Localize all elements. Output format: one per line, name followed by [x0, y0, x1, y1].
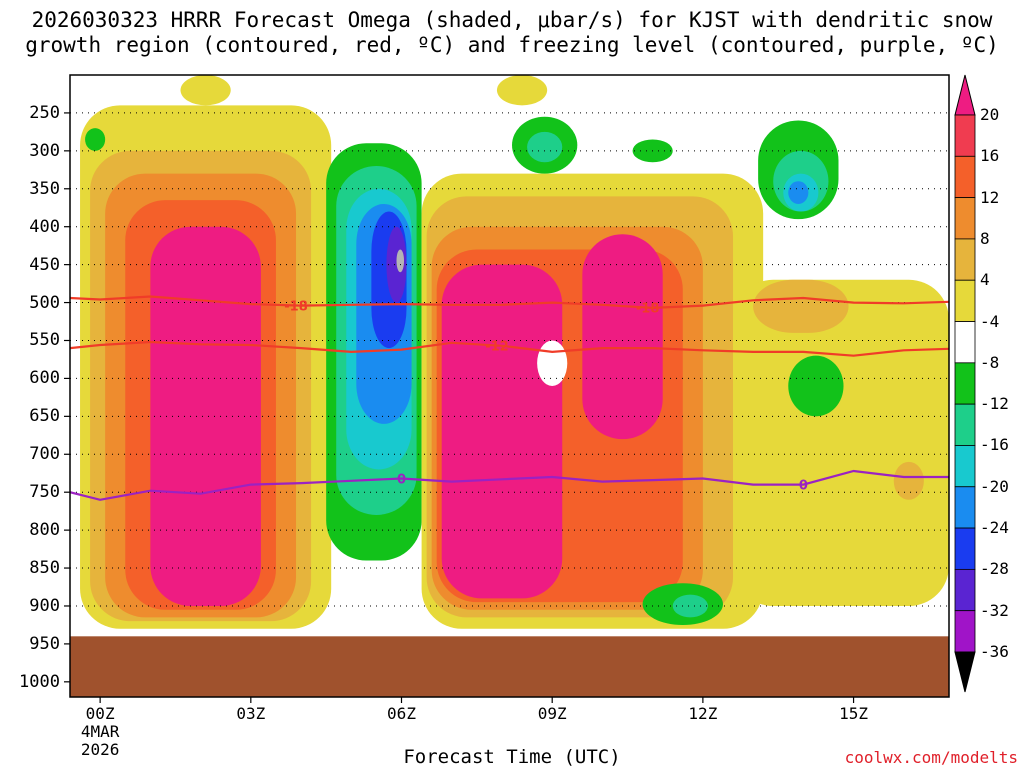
ytick-label-400: 400	[29, 216, 60, 237]
contour-label-2-1: 0	[799, 479, 808, 494]
omega-cell-33	[180, 75, 231, 106]
colorbar-swatch-3	[954, 238, 976, 281]
colorbar-swatch-4	[954, 279, 976, 322]
ytick-label-650: 650	[29, 406, 60, 427]
chart-title-line-1: 2026030323 HRRR Forecast Omega (shaded, …	[31, 8, 993, 32]
omega-cell-11	[386, 226, 407, 303]
ytick-label-950: 950	[29, 633, 60, 654]
ytick-label-750: 750	[29, 482, 60, 503]
plot-frame	[69, 74, 950, 698]
ytick-label-550: 550	[29, 330, 60, 351]
omega-cell-21	[527, 131, 563, 163]
xtick-label-15Z: 15Z	[839, 704, 869, 723]
colorbar-label--16: -16	[980, 435, 1009, 455]
contour-label-0-1: -18	[636, 302, 660, 317]
ytick-label-1000: 1000	[19, 671, 60, 692]
colorbar-swatch-0	[954, 114, 976, 157]
colorbar-swatch-5	[954, 321, 976, 364]
colorbar-label--24: -24	[980, 518, 1009, 538]
ytick-label-850: 850	[29, 558, 60, 579]
colorbar-swatch-1	[954, 155, 976, 199]
colorbar-label-16: 16	[980, 146, 1000, 166]
site-credit: coolwx.com/modelts	[844, 748, 1018, 767]
colorbar-swatch-8	[954, 445, 976, 488]
contour-line-2	[70, 469, 949, 501]
colorbar-bottom-arrow	[954, 651, 976, 693]
ytick-label-500: 500	[29, 292, 60, 313]
xtick-label-03Z: 03Z	[236, 704, 266, 723]
chart-title-line-2: growth region (contoured, red, ºC) and f…	[25, 33, 999, 57]
omega-cell-32	[672, 594, 708, 618]
colorbar-label-8: 8	[980, 228, 990, 248]
contour-label-2-0: 0	[397, 473, 406, 488]
colorbar-swatch-12	[954, 610, 976, 653]
xtick-label-00Z: 00Z	[85, 704, 115, 723]
ytick-label-700: 700	[29, 444, 60, 465]
xtick-label-06Z: 06Z	[387, 704, 416, 723]
contour-labels: -18 -18 -12 0 0	[284, 299, 808, 493]
omega-cell-18	[582, 234, 663, 440]
colorbar-swatch-11	[954, 568, 976, 612]
colorbar-label--20: -20	[980, 476, 1009, 496]
x-axis-title: Forecast Time (UTC)	[403, 746, 621, 768]
ytick-label-250: 250	[29, 102, 60, 123]
colorbar-label--4: -4	[980, 311, 1000, 331]
xtick-label-date-1: 4MAR	[80, 722, 120, 741]
colorbar-swatch-10	[954, 527, 976, 570]
omega-cell-26	[788, 181, 809, 204]
colorbar-swatch-6	[954, 362, 976, 405]
colorbar-label--8: -8	[980, 352, 1000, 372]
omega-cell-34	[496, 75, 548, 106]
omega-cell-27	[733, 279, 949, 606]
colorbar-top-arrow	[954, 74, 976, 116]
axis-ticks	[64, 112, 855, 703]
colorbar-label-4: 4	[980, 270, 990, 290]
colorbar-label--12: -12	[980, 394, 1009, 414]
colorbar-swatch-2	[954, 197, 976, 240]
omega-cell-29	[788, 355, 844, 417]
xtick-label-12Z: 12Z	[688, 704, 718, 723]
contour-label-1-0: -12	[485, 339, 509, 354]
colorbar-label--32: -32	[980, 600, 1009, 620]
omega-cell-19	[537, 340, 568, 386]
colorbar-label-20: 20	[980, 105, 1000, 124]
omega-colorbar	[954, 74, 976, 693]
omega-cell-5	[85, 128, 106, 151]
omega-cell-17	[441, 264, 563, 599]
ytick-label-300: 300	[29, 140, 60, 161]
ytick-label-600: 600	[29, 368, 60, 389]
ytick-label-450: 450	[29, 254, 60, 275]
contour-label-0-0: -18	[284, 299, 308, 314]
xtick-label-09Z: 09Z	[537, 704, 567, 723]
colorbar-label--36: -36	[980, 642, 1009, 661]
omega-cell-30	[893, 461, 924, 500]
contour-line-0	[70, 295, 949, 310]
colorbar-label-12: 12	[980, 187, 1000, 207]
colorbar-label--28: -28	[980, 559, 1009, 579]
omega-shading	[80, 75, 949, 629]
colorbar-swatch-9	[954, 486, 976, 529]
ytick-label-900: 900	[29, 595, 60, 616]
omega-cell-28	[753, 279, 849, 333]
temperature-contours	[70, 295, 949, 501]
xtick-label-date-2: 2026	[80, 740, 120, 759]
ground-below-surface	[70, 636, 949, 697]
contour-line-1	[70, 340, 949, 357]
colorbar-swatch-7	[954, 403, 976, 446]
ytick-label-350: 350	[29, 178, 60, 199]
ytick-label-800: 800	[29, 520, 60, 541]
omega-cell-12	[396, 249, 405, 273]
omega-cell-4	[150, 226, 261, 606]
